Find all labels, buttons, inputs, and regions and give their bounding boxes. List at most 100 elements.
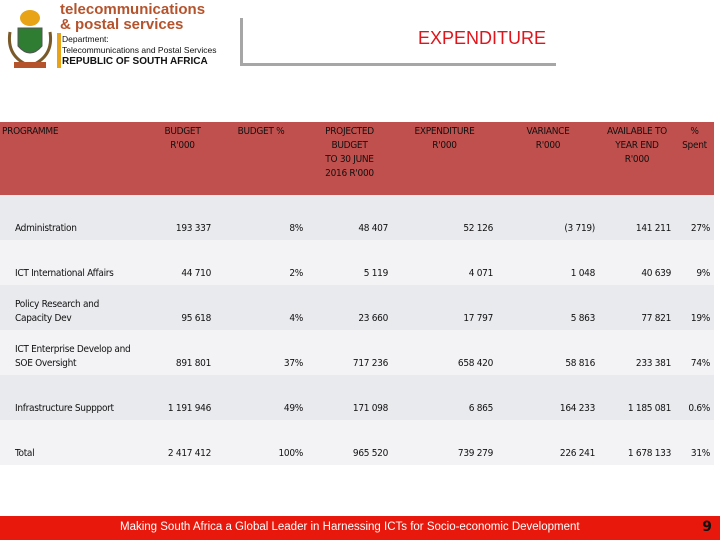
cell: 48 407 [307,195,392,240]
row-label: ICT International Affairs [0,240,150,285]
cell: 40 639 [599,240,675,285]
header-line: AVAILABLE TO [607,126,667,137]
table-row: Administration 193 337 8% 48 407 52 126 (3 71… [0,195,714,240]
cell: 658 420 [392,330,497,375]
cell: 739 279 [392,420,497,465]
cell: 0.6% [675,375,714,420]
brand-line: telecommunications [60,1,206,18]
header-line: R'000 [432,140,457,151]
row-label: ICT Enterprise Develop and SOE Oversight [0,330,150,375]
header-line: VARIANCE [526,126,570,137]
cell: 1 185 081 [599,375,675,420]
header-line: R'000 [624,154,650,165]
cell: 4 071 [392,240,497,285]
cell: 1 678 133 [599,420,675,465]
label-line: ICT International Affairs [15,268,114,279]
cell: 5 863 [497,285,599,330]
cell: 17 797 [392,285,497,330]
header-row: PROGRAMME BUDGET R'000 BUDGET % PROJECTED BU… [0,122,714,195]
header-line: 2016 R'000 [325,168,374,179]
department-name: Telecommunications and Postal Services [62,45,217,55]
label-line: Policy Research and [15,299,99,310]
department-label: Department: [62,34,109,44]
slogan: Making South Africa a Global Leader in H… [120,521,580,533]
coat-of-arms [7,10,53,68]
column-header: VARIANCE R'000 [497,122,599,195]
column-header: BUDGET % [215,122,307,195]
country: REPUBLIC OF SOUTH AFRICA [62,56,208,67]
label-line: Capacity Dev [15,313,72,324]
table-row: Policy Research and Capacity Dev 95 618 4% 2… [0,285,714,330]
header-line: PROGRAMME [2,126,59,137]
row-label: Policy Research and Capacity Dev [0,285,150,330]
cell: 141 211 [599,195,675,240]
header-line: PROJECTED BUDGET [325,126,374,151]
header-line: BUDGET [164,126,201,137]
divider [57,33,61,68]
label-line: ICT Enterprise Develop and [15,344,131,355]
column-header: % Spent [675,122,714,195]
cell: 49% [215,375,307,420]
table-row: ICT International Affairs 44 710 2% 5 119 4 … [0,240,714,285]
cell: 19% [675,285,714,330]
cell: 58 816 [497,330,599,375]
cell: (3 719) [497,195,599,240]
title: EXPENDITURE [417,28,546,48]
cell: 233 381 [599,330,675,375]
row-label: Total [0,420,150,465]
table: PROGRAMME BUDGET R'000 BUDGET % PROJECTED BU… [0,122,714,465]
cell: 52 126 [392,195,497,240]
row-label: Administration [0,195,150,240]
cell: 965 520 [307,420,392,465]
table-row: Total 2 417 412 100% 965 520 739 279 226 241 1… [0,420,714,465]
cell: 9% [675,240,714,285]
title-box: EXPENDITURE [240,18,556,66]
cell: 4% [215,285,307,330]
header-line: % Spent [682,126,707,151]
label-line: SOE Oversight [15,358,77,369]
cell: 44 710 [150,240,215,285]
cell: 226 241 [497,420,599,465]
cell: 164 233 [497,375,599,420]
cell: 95 618 [150,285,215,330]
department: Department: Telecommunications and Posta… [62,34,217,67]
label-line: Total [15,448,35,459]
cell: 5 119 [307,240,392,285]
cell: 171 098 [307,375,392,420]
brand-line: & postal services [60,16,184,33]
table-row: ICT Enterprise Develop and SOE Oversight 8… [0,330,714,375]
page-number: 9 [702,519,712,535]
header-line: BUDGET % [237,126,285,137]
label-line: Administration [15,223,77,234]
header-line: TO 30 JUNE [325,154,374,165]
footer: Making South Africa a Global Leader in H… [0,516,720,540]
cell: 37% [215,330,307,375]
cell: 891 801 [150,330,215,375]
row-label: Infrastructure Suppport [0,375,150,420]
cell: 74% [675,330,714,375]
column-header: PROGRAMME [0,122,150,195]
column-header: PROJECTED BUDGET TO 30 JUNE 2016 R'000 [307,122,392,195]
cell: 2 417 412 [150,420,215,465]
column-header: BUDGET R'000 [150,122,215,195]
cell: 1 048 [497,240,599,285]
brand: telecommunications & postal services [60,2,205,32]
cell: 100% [215,420,307,465]
cell: 1 191 946 [150,375,215,420]
table-body: Administration 193 337 8% 48 407 52 126 (3 71… [0,195,714,465]
column-header: EXPENDITURE R'000 [392,122,497,195]
cell: 27% [675,195,714,240]
cell: 6 865 [392,375,497,420]
header-line: YEAR END [615,140,659,151]
cell: 23 660 [307,285,392,330]
label-line: Infrastructure Suppport [15,403,114,414]
cell: 717 236 [307,330,392,375]
header-line: R'000 [535,140,561,151]
header-line: EXPENDITURE [414,126,475,137]
cell: 8% [215,195,307,240]
header-line: R'000 [170,140,195,151]
cell: 2% [215,240,307,285]
cell: 31% [675,420,714,465]
cell: 193 337 [150,195,215,240]
